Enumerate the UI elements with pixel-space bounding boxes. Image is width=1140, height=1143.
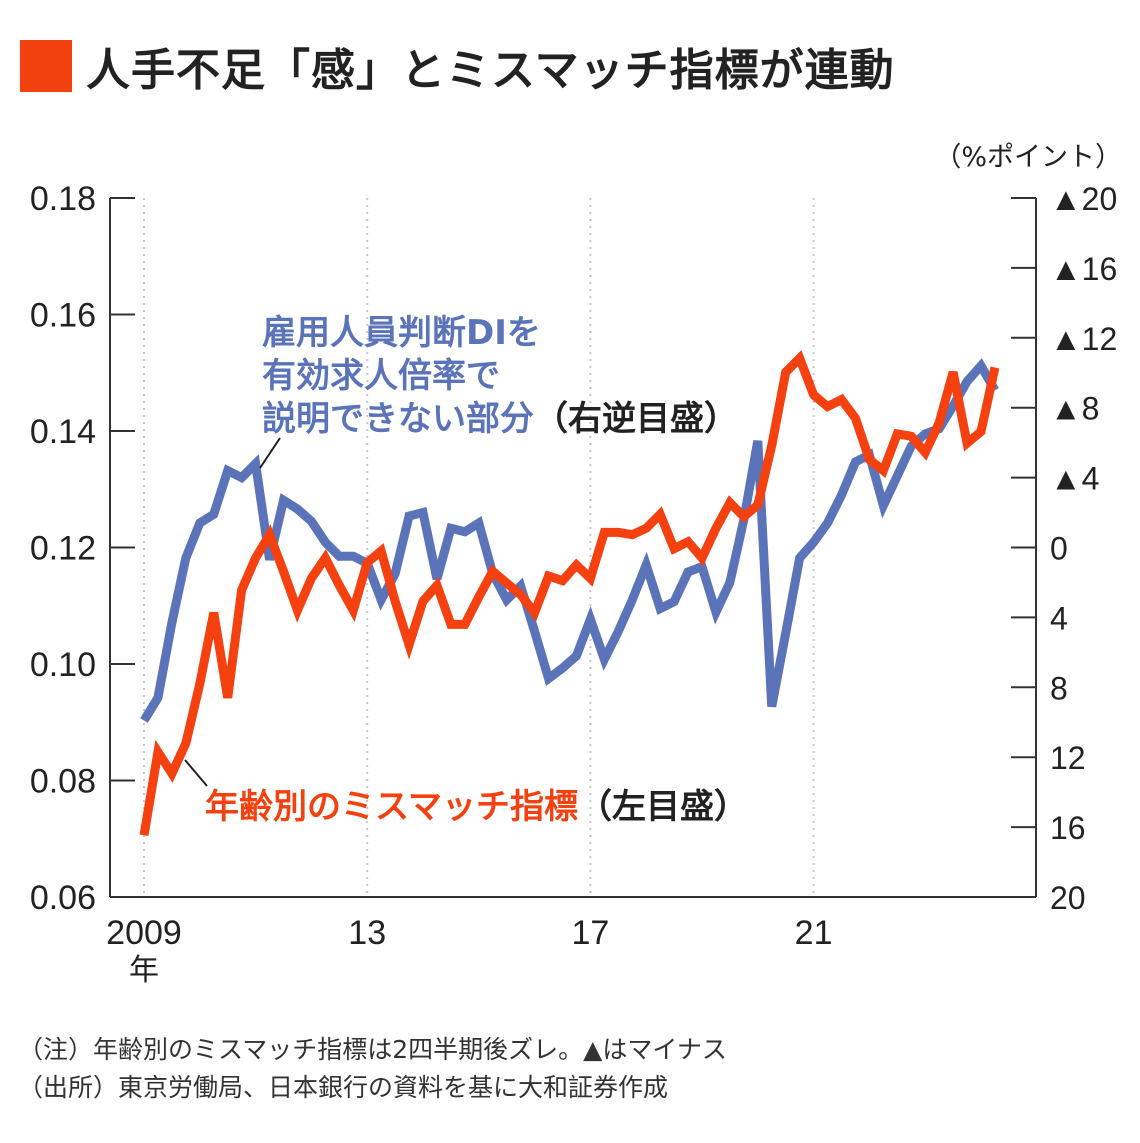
red-label-leader-line — [184, 759, 208, 787]
right-axis-tick-label: ▲16 — [1050, 251, 1117, 287]
left-axis-tick-label: 0.10 — [30, 646, 96, 684]
employment-di-axis-note: （右逆目盛） — [534, 399, 738, 439]
left-axis-tick-label: 0.12 — [30, 530, 96, 568]
right-axis-tick-label: 8 — [1050, 670, 1068, 706]
right-axis-tick-label: ▲4 — [1050, 461, 1099, 497]
right-axis-tick-label: 4 — [1050, 600, 1068, 636]
x-axis-tick-label: 21 — [795, 914, 833, 952]
title-marker-square — [20, 40, 72, 92]
right-axis-tick-label: 0 — [1050, 531, 1068, 567]
mismatch-series-label: 年齢別のミスマッチ指標（左目盛） — [205, 787, 748, 827]
mismatch-index-line — [139, 350, 1000, 836]
x-axis-tick-label: 13 — [348, 914, 386, 952]
x-axis-tick-label: 2009 — [106, 914, 182, 952]
left-axis-tick-label: 0.18 — [30, 180, 96, 218]
mismatch-axis-note: （左目盛） — [578, 787, 748, 827]
left-axis-tick-label: 0.08 — [30, 763, 96, 801]
x-axis-tick-label: 17 — [571, 914, 609, 952]
right-axis-tick-label: 20 — [1050, 880, 1086, 916]
right-axis-tick-label: ▲12 — [1050, 321, 1117, 357]
footnote-source: （出所）東京労働局、日本銀行の資料を基に大和証券作成 — [18, 1073, 669, 1102]
right-axis-tick-label: ▲8 — [1050, 391, 1099, 427]
left-axis-tick-label: 0.14 — [30, 413, 96, 451]
blue-label-leader-line — [259, 437, 281, 469]
right-axis-unit: （%ポイント） — [934, 142, 1122, 173]
employment-di-series-label: 説明できない部分（右逆目盛） — [262, 399, 738, 439]
left-axis-tick-label: 0.16 — [30, 297, 96, 335]
footnote-note: （注）年齢別のミスマッチ指標は2四半期後ズレ。▲はマイナス — [18, 1035, 727, 1064]
x-axis-tick-sublabel: 年 — [129, 953, 159, 988]
title-text: 人手不足「感」とミスマッチ指標が連動 — [86, 45, 895, 96]
left-axis-tick-label: 0.06 — [30, 879, 96, 917]
employment-di-series-label: 有効求人倍率で — [262, 356, 500, 396]
employment-di-residual-line — [140, 358, 999, 723]
chart-title: 人手不足「感」とミスマッチ指標が連動 — [20, 34, 895, 98]
employment-di-series-label: 雇用人員判断DIを — [262, 313, 541, 353]
right-axis-tick-label: 16 — [1050, 810, 1086, 846]
right-axis-tick-label: ▲20 — [1050, 181, 1117, 217]
right-axis-tick-label: 12 — [1050, 740, 1086, 776]
